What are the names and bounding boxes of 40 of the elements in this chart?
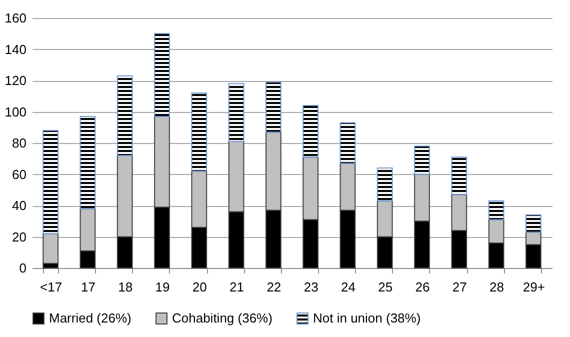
x-tick-label: 23 <box>304 280 318 294</box>
bar <box>191 92 208 172</box>
bar <box>340 122 356 164</box>
x-tick-label: 19 <box>155 280 170 294</box>
legend-label: Cohabiting (36%) <box>172 310 272 326</box>
y-tick-label: 40 <box>12 198 26 213</box>
x-tick-label: 18 <box>118 280 133 294</box>
x-tick-label: 29+ <box>522 280 545 294</box>
y-tick-label: 60 <box>12 166 26 182</box>
bar <box>154 33 170 117</box>
x-tick-label: 21 <box>230 280 244 294</box>
x-tick-label: 20 <box>192 280 207 294</box>
bar <box>526 214 542 233</box>
x-tick-label: 27 <box>452 280 467 294</box>
x-tick-label: 25 <box>378 280 393 294</box>
y-tick-label: 80 <box>12 136 26 150</box>
y-tick-label: 100 <box>4 104 26 120</box>
bar <box>80 116 96 210</box>
bar <box>302 105 318 158</box>
bar <box>414 146 430 175</box>
legend-label: Not in union (38%) <box>313 310 421 326</box>
x-tick-label: <17 <box>40 280 62 294</box>
bar <box>42 130 58 234</box>
y-tick-label: 160 <box>4 10 26 26</box>
y-tick-label: 0 <box>19 260 26 276</box>
x-tick-label: 17 <box>80 280 96 294</box>
bar <box>376 168 393 202</box>
y-tick-label: 120 <box>4 73 26 88</box>
y-tick-label: 20 <box>12 229 26 244</box>
x-tick-label: 22 <box>266 280 282 294</box>
bar <box>488 200 504 220</box>
x-tick-label: 28 <box>490 280 504 294</box>
bar <box>116 75 133 156</box>
legend-label: Married (26%) <box>49 310 132 326</box>
bar <box>266 82 282 133</box>
bar <box>228 83 244 142</box>
y-tick-label: 140 <box>4 42 26 57</box>
bar <box>451 156 468 196</box>
x-tick-label: 24 <box>340 280 356 294</box>
x-tick-label: 26 <box>415 280 430 294</box>
